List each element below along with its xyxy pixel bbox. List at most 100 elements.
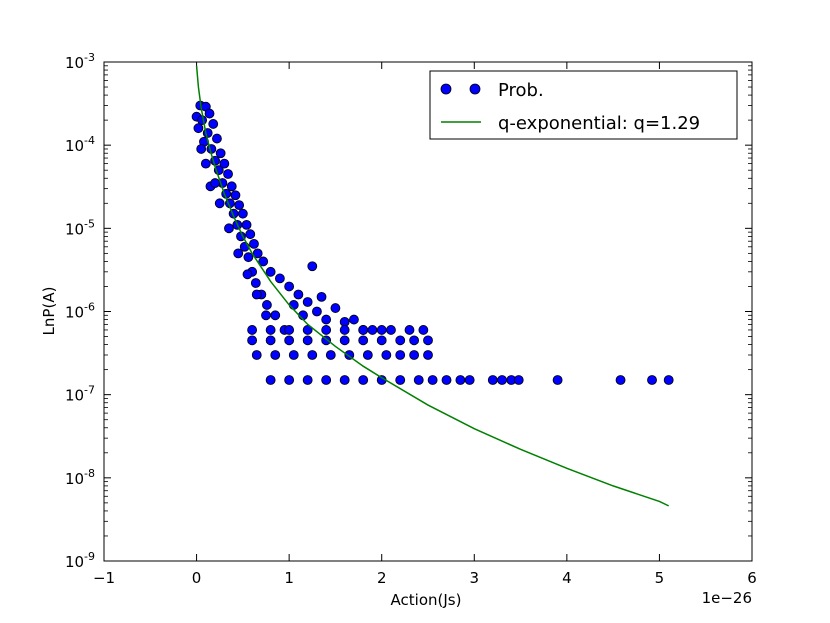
scatter-point-50 [330, 303, 341, 313]
scatter-point-79 [302, 335, 313, 346]
scatter-point-54 [367, 325, 378, 335]
scatter-point-35 [258, 256, 269, 267]
scatter-point-32 [250, 278, 261, 288]
scatter-point-88 [270, 350, 281, 360]
scatter-point-74 [404, 325, 415, 335]
x-tick-label-5: 4 [562, 569, 572, 587]
scatter-point-90 [307, 350, 318, 360]
scatter-point-105 [395, 375, 406, 385]
scatter-point-36 [262, 300, 272, 310]
legend-label-prob: Prob. [498, 80, 544, 101]
x-tick-label-6: 5 [655, 569, 665, 587]
scatter-point-66 [265, 325, 276, 335]
scatter-point-91 [325, 350, 336, 360]
scatter-point-13 [215, 148, 226, 159]
scatter-point-48 [316, 291, 327, 302]
y-tick-label-4: 10-5 [65, 217, 95, 238]
scatter-point-68 [302, 325, 313, 335]
scatter-point-33 [252, 248, 263, 259]
data-series [191, 65, 674, 507]
scatter-point-29 [245, 229, 256, 240]
scatter-point-78 [284, 335, 295, 346]
y-axis-label: LnP(A) [40, 287, 58, 336]
scatter-point-19 [226, 181, 237, 192]
x-tick-label-2: 1 [284, 569, 294, 587]
scatter-point-23 [234, 200, 245, 211]
x-tick-label-3: 2 [377, 569, 387, 587]
scatter-point-118 [663, 375, 674, 385]
scatter-point-47 [312, 306, 322, 317]
scatter-point-15 [219, 158, 230, 169]
scatter-point-41 [284, 281, 295, 292]
y-tick-label-3: 10-6 [65, 301, 95, 322]
scatter-point-38 [270, 310, 281, 321]
x-tick-label-4: 3 [470, 569, 480, 587]
axis-ticks: −1 0 1 2 3 4 5 6 10-9 10-8 10-7 10-6 10-5 10-4 10-3 [65, 51, 757, 587]
scatter-point-77 [265, 335, 276, 346]
y-tick-label-2: 10-7 [65, 384, 95, 405]
scatter-point-70 [339, 325, 350, 335]
scatter-point-52 [349, 314, 359, 325]
scatter-point-65 [247, 325, 258, 335]
scatter-point-37 [265, 266, 276, 277]
scatter-point-94 [381, 350, 392, 360]
scatter-point-81 [339, 335, 350, 346]
scatter-point-117 [647, 375, 657, 385]
scatter-point-116 [615, 375, 626, 385]
scatter-point-27 [241, 219, 252, 230]
scatter-point-100 [302, 375, 313, 385]
legend-marker-prob-1 [440, 83, 452, 95]
scatter-point-57 [224, 223, 234, 234]
x-tick-label-0: −1 [93, 569, 115, 587]
scatter-point-67 [284, 325, 295, 335]
scatter-point-106 [413, 375, 424, 385]
scatter-point-62 [196, 144, 207, 154]
scatter-point-46 [307, 261, 318, 272]
y-tick-label-5: 10-4 [65, 134, 95, 155]
scatter-point-82 [358, 335, 369, 346]
scatter-point-1 [193, 123, 204, 134]
scatter-point-99 [284, 375, 295, 385]
legend-box [429, 70, 738, 140]
scatter-point-56 [214, 198, 225, 209]
scatter-point-85 [409, 335, 420, 346]
scatter-point-59 [242, 269, 253, 280]
legend: Prob. q-exponential: q=1.29 [429, 70, 738, 140]
scatter-point-51 [339, 316, 350, 327]
scatter-point-98 [265, 375, 276, 385]
scatter-point-101 [321, 375, 332, 385]
scatter-point-9 [208, 119, 219, 129]
scatter-point-96 [409, 350, 420, 360]
x-tick-label-7: 6 [747, 569, 757, 587]
x-tick-label-1: 0 [192, 569, 202, 587]
scatter-point-107 [427, 375, 438, 385]
scatter-point-25 [237, 208, 248, 219]
scatter-point-60 [251, 289, 262, 300]
scatter-point-114 [513, 375, 524, 385]
scatter-point-43 [293, 289, 304, 300]
legend-marker-prob-2 [469, 83, 481, 95]
y-tick-label-1: 10-8 [65, 467, 95, 488]
scatter-point-103 [358, 375, 369, 385]
scatter-point-93 [362, 350, 373, 360]
scatter-point-31 [249, 238, 259, 249]
scatter-point-21 [230, 190, 241, 201]
scatter-point-108 [441, 375, 452, 385]
scatter-point-97 [423, 350, 433, 360]
scatter-point-39 [274, 273, 285, 284]
scatter-point-95 [395, 350, 406, 360]
scatter-point-86 [423, 335, 433, 346]
scatter-point-11 [212, 133, 222, 144]
scatter-point-58 [233, 248, 244, 259]
scatter-point-110 [464, 375, 475, 385]
scatter-point-83 [376, 335, 387, 346]
scatter-point-89 [288, 350, 299, 360]
y-tick-label-0: 10-9 [65, 550, 95, 571]
x-axis-label: Action(Js) [391, 591, 462, 609]
scatter-point-111 [487, 375, 498, 385]
scatter-point-76 [247, 335, 258, 346]
scatter-point-63 [200, 158, 211, 169]
scatter-point-69 [321, 325, 332, 335]
scatter-point-84 [395, 335, 406, 346]
